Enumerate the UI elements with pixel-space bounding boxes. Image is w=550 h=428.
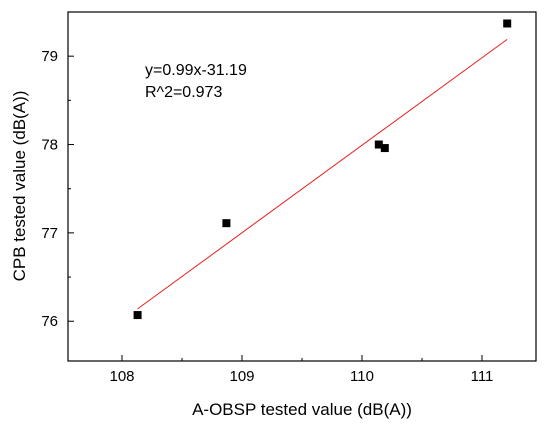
y-tick-label: 76 — [41, 313, 58, 330]
x-tick-label: 111 — [471, 368, 494, 385]
data-point — [503, 19, 512, 28]
fit-line — [137, 38, 508, 310]
y-tick-label: 77 — [41, 225, 58, 242]
x-tick-label: 108 — [109, 368, 134, 385]
data-point — [374, 140, 383, 149]
y-axis-label: CPB tested value (dB(A)) — [10, 91, 29, 282]
data-points — [133, 19, 512, 320]
axis-ticks: 108 109 110 111 76 77 78 79 — [41, 48, 493, 385]
data-point — [222, 219, 231, 228]
data-point — [133, 311, 142, 320]
y-tick-label: 79 — [41, 48, 58, 65]
x-tick-label: 110 — [350, 368, 374, 385]
data-point — [380, 144, 389, 153]
annotation-equation: y=0.99x-31.19 — [145, 62, 247, 79]
fit-layer — [137, 38, 508, 310]
annotation-r-squared: R^2=0.973 — [145, 84, 222, 101]
x-tick-label: 109 — [229, 368, 254, 385]
y-tick-label: 78 — [41, 137, 58, 154]
x-axis-label: A-OBSP tested value (dB(A)) — [192, 400, 412, 419]
